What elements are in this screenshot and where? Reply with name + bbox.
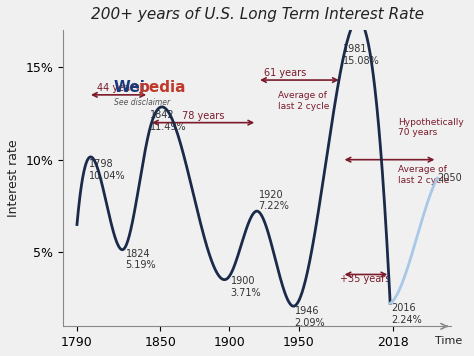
Text: Hypothetically
70 years: Hypothetically 70 years — [399, 118, 464, 137]
Text: 2016
2.24%: 2016 2.24% — [392, 303, 422, 325]
Text: 1824
5.19%: 1824 5.19% — [126, 249, 156, 270]
Text: +35 years: +35 years — [340, 274, 391, 284]
Text: Average of
last 2 cycle: Average of last 2 cycle — [399, 165, 450, 185]
Text: See disclaimer: See disclaimer — [114, 98, 170, 107]
Text: 1981
15.08%: 1981 15.08% — [343, 44, 380, 66]
Text: 1920
7.22%: 1920 7.22% — [258, 189, 290, 211]
Y-axis label: Interest rate: Interest rate — [7, 140, 20, 217]
Text: Time: Time — [435, 336, 462, 346]
Text: 61 years: 61 years — [264, 68, 306, 78]
Text: 1798
10.04%: 1798 10.04% — [90, 159, 126, 180]
Text: 44 years: 44 years — [98, 83, 140, 93]
Text: 2050: 2050 — [438, 173, 462, 183]
Text: 78 years: 78 years — [182, 111, 224, 121]
Title: 200+ years of U.S. Long Term Interest Rate: 200+ years of U.S. Long Term Interest Ra… — [91, 7, 424, 22]
Text: 1900
3.71%: 1900 3.71% — [231, 276, 262, 298]
Text: 1946
2.09%: 1946 2.09% — [294, 306, 325, 328]
Text: Wei: Wei — [114, 80, 146, 95]
Text: Average of
last 2 cycle: Average of last 2 cycle — [278, 91, 329, 111]
Text: pedia: pedia — [139, 80, 186, 95]
Text: 1842
11.49%: 1842 11.49% — [150, 110, 187, 132]
